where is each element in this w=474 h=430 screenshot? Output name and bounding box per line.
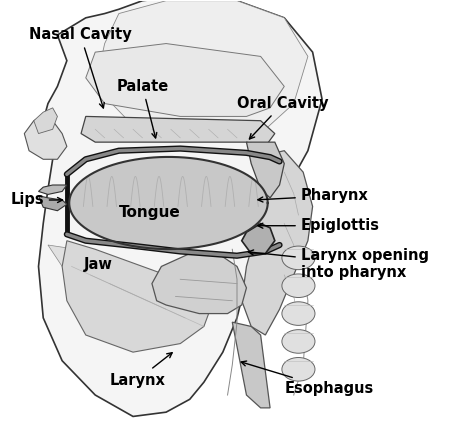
Ellipse shape (69, 157, 268, 249)
Polygon shape (246, 142, 284, 198)
Polygon shape (24, 117, 67, 159)
Polygon shape (38, 196, 67, 211)
Ellipse shape (282, 330, 315, 353)
Polygon shape (242, 150, 313, 335)
Polygon shape (38, 0, 322, 416)
Polygon shape (95, 1, 308, 138)
Text: Larynx: Larynx (109, 353, 172, 387)
Polygon shape (34, 108, 57, 134)
Text: Tongue: Tongue (118, 206, 181, 220)
Ellipse shape (282, 274, 315, 298)
Text: Jaw: Jaw (83, 257, 112, 272)
Text: Lips: Lips (10, 193, 63, 208)
Text: Nasal Cavity: Nasal Cavity (29, 28, 132, 108)
Polygon shape (232, 322, 270, 408)
Text: Oral Cavity: Oral Cavity (237, 96, 328, 139)
Polygon shape (62, 241, 213, 352)
Text: Epiglottis: Epiglottis (258, 218, 380, 233)
Ellipse shape (282, 357, 315, 381)
Polygon shape (48, 245, 86, 267)
Text: Pharynx: Pharynx (258, 188, 369, 203)
Text: Palate: Palate (116, 79, 169, 138)
Polygon shape (86, 43, 284, 117)
Polygon shape (38, 185, 67, 194)
Polygon shape (81, 117, 275, 147)
Text: Larynx opening
into pharynx: Larynx opening into pharynx (248, 248, 429, 280)
Polygon shape (242, 224, 275, 254)
Text: Esophagus: Esophagus (241, 361, 374, 396)
Polygon shape (152, 254, 246, 313)
Ellipse shape (282, 302, 315, 326)
Ellipse shape (282, 246, 315, 270)
